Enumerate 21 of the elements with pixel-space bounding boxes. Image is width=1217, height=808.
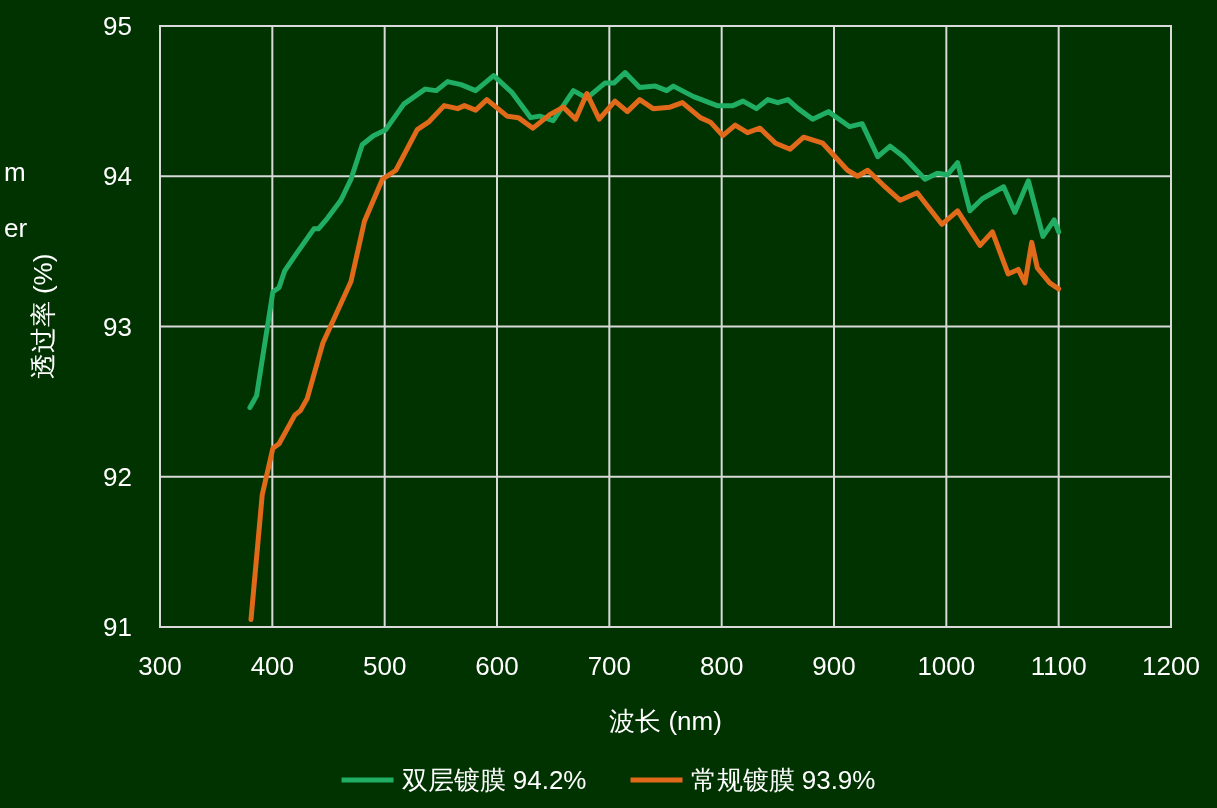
legend-label: 双层镀膜 94.2% xyxy=(401,765,587,795)
x-tick-label: 800 xyxy=(699,651,744,681)
text: m xyxy=(4,157,26,187)
y-tick-label: 93 xyxy=(103,311,132,342)
y-tick-label: 95 xyxy=(103,11,132,41)
x-tick-label: 400 xyxy=(250,651,295,681)
x-tick-label: 900 xyxy=(812,651,856,681)
x-tick-label: 300 xyxy=(138,651,182,681)
x-tick-label: 600 xyxy=(475,651,519,681)
y-tick-label: 91 xyxy=(103,612,132,642)
y-tick-label: 92 xyxy=(103,461,132,492)
x-axis-title: 波长 (nm) xyxy=(609,706,722,736)
x-tick-label: 500 xyxy=(362,651,407,681)
x-tick-label: 1000 xyxy=(917,651,976,681)
legend-label: 常规镀膜 93.9% xyxy=(690,765,876,795)
x-tick-label: 700 xyxy=(587,651,632,681)
text: er xyxy=(4,213,28,243)
x-tick-label: 1100 xyxy=(1030,651,1087,681)
y-axis-title: 透过率 (%) xyxy=(28,253,58,380)
y-tick-label: 94 xyxy=(103,161,132,192)
x-tick-label: 1200 xyxy=(1142,651,1200,681)
